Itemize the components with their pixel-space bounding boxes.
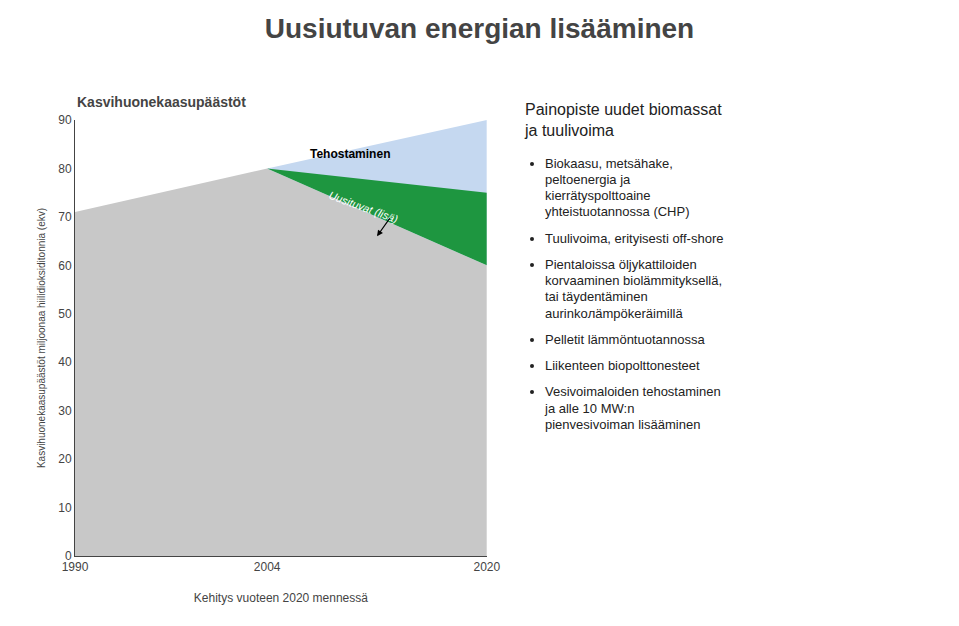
svg-text:40: 40 (58, 355, 72, 369)
svg-text:20: 20 (58, 452, 72, 466)
svg-text:0: 0 (65, 549, 72, 563)
svg-text:10: 10 (58, 501, 72, 515)
html-text:Tuulivoima, erityisesti off-sh: Tuulivoima, erityisesti off-shore (545, 230, 724, 246)
svg-text:1990: 1990 (62, 560, 89, 574)
html-text:kierrätyspolttoaine: kierrätyspolttoaine (545, 188, 651, 204)
svg-text:Kasvihuonekaasupäästöt: Kasvihuonekaasupäästöt (77, 94, 246, 110)
html-text:yhteistuotannossa (CHP): yhteistuotannossa (CHP) (545, 204, 690, 220)
svg-text:70: 70 (58, 210, 72, 224)
html-text:Vesivoimaloiden tehostaminen: Vesivoimaloiden tehostaminen (545, 384, 721, 400)
svg-text:Uusiutuvan energian lisääminen: Uusiutuvan energian lisääminen (265, 13, 694, 44)
html-text:Pientaloissa öljykattiloiden: Pientaloissa öljykattiloiden (545, 256, 697, 272)
html-text:ja tuulivoima: ja tuulivoima (525, 121, 614, 139)
svg-text:Tehostaminen: Tehostaminen (310, 147, 390, 161)
html-text:pienvesivoiman lisääminen: pienvesivoiman lisääminen (545, 416, 701, 432)
svg-text:2020: 2020 (473, 560, 500, 574)
html-text:korvaaminen biolämmityksellä,: korvaaminen biolämmityksellä, (545, 273, 722, 289)
svg-text:Kasvihuonekaasupäästöt miljoon: Kasvihuonekaasupäästöt miljoonaa hiilidi… (36, 208, 47, 468)
svg-text:60: 60 (58, 259, 72, 273)
svg-text:50: 50 (58, 307, 72, 321)
html-text:aurinkoлämpökeräimillä: aurinkoлämpökeräimillä (545, 305, 683, 321)
html-text:peltoenergia ja: peltoenergia ja (545, 171, 631, 187)
svg-text:2004: 2004 (254, 560, 281, 574)
html-text:Painopiste uudet biomassat: Painopiste uudet biomassat (525, 101, 722, 118)
html-text:tai täydentäminen: tai täydentäminen (545, 289, 648, 305)
html-text:Biokaasu, metsähake,: Biokaasu, metsähake, (545, 155, 673, 171)
html-text:Liikenteen biopolttonesteet: Liikenteen biopolttonesteet (545, 358, 700, 374)
html-text:Pelletit lämmöntuotannossa: Pelletit lämmöntuotannossa (545, 331, 705, 347)
html-text:ja alle 10 MW:n: ja alle 10 MW:n (545, 400, 635, 416)
svg-text:30: 30 (58, 404, 72, 418)
svg-text:Kehitys vuoteen 2020 mennessä: Kehitys vuoteen 2020 mennessä (194, 591, 368, 605)
svg-text:90: 90 (58, 113, 72, 127)
svg-text:80: 80 (58, 162, 72, 176)
svg-text:Uusituvat (lisä): Uusituvat (lisä) (327, 189, 400, 225)
